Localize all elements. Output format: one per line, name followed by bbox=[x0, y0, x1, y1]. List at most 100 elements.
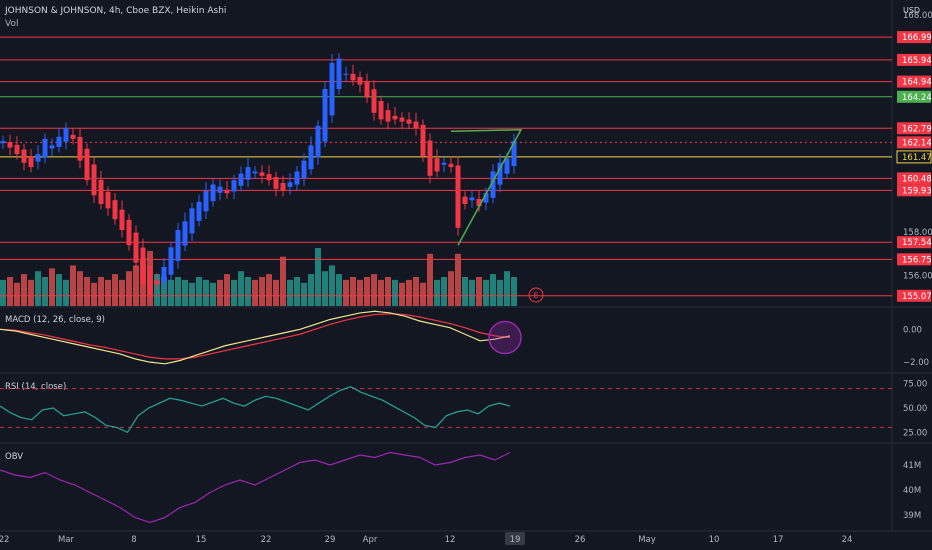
candle-body bbox=[336, 58, 342, 90]
volume-bar bbox=[119, 279, 125, 306]
price-level-tag bbox=[897, 253, 931, 266]
candle-body bbox=[455, 165, 461, 228]
obv-tick-label: 41M bbox=[903, 461, 921, 471]
candle-body bbox=[497, 162, 503, 185]
candle-body bbox=[490, 171, 496, 198]
price-level-tag bbox=[897, 122, 931, 135]
volume-bar bbox=[476, 277, 482, 306]
candle-body bbox=[378, 101, 384, 120]
date-tick-label: 8 bbox=[131, 535, 136, 545]
volume-bar bbox=[63, 279, 69, 306]
obv-tick-label: 39M bbox=[903, 511, 921, 521]
volume-bar bbox=[84, 277, 90, 306]
candle-body bbox=[315, 125, 321, 158]
date-tick-label: 22 bbox=[0, 535, 9, 545]
price-level-label: 162.14 bbox=[902, 138, 932, 148]
volume-bar bbox=[21, 274, 27, 306]
candle-body bbox=[259, 172, 265, 176]
price-level-tag bbox=[897, 289, 931, 302]
candle-body bbox=[77, 136, 83, 161]
candle-body bbox=[56, 136, 62, 147]
candle-body bbox=[0, 141, 6, 144]
volume-bar bbox=[399, 282, 405, 306]
volume-bar bbox=[196, 277, 202, 306]
rsi-tick-label: 25.00 bbox=[903, 428, 927, 438]
date-tick-label: 12 bbox=[445, 535, 456, 545]
currency-label: USD bbox=[903, 6, 921, 15]
volume-bar bbox=[420, 282, 426, 306]
volume-bar bbox=[0, 279, 6, 306]
date-tick-label: 17 bbox=[773, 535, 784, 545]
candle-body bbox=[343, 73, 349, 75]
candle-body bbox=[154, 280, 160, 285]
rsi-tick-label: 75.00 bbox=[903, 380, 927, 390]
volume-bar bbox=[210, 282, 216, 306]
price-tick-label: 158.00 bbox=[903, 228, 932, 238]
price-level-label: 160.48 bbox=[902, 174, 932, 184]
volume-bar bbox=[287, 279, 293, 306]
earnings-marker bbox=[528, 287, 544, 303]
volume-bar bbox=[266, 274, 272, 306]
candle-body bbox=[301, 160, 307, 179]
volume-label: Vol bbox=[5, 19, 19, 29]
volume-bar bbox=[245, 277, 251, 306]
obv-label: OBV bbox=[5, 452, 24, 462]
candle-body bbox=[203, 190, 209, 212]
volume-bar bbox=[294, 277, 300, 306]
volume-bar bbox=[406, 279, 412, 306]
date-tick-highlight bbox=[505, 532, 525, 545]
price-level-tag bbox=[897, 75, 931, 88]
price-level-tag bbox=[897, 31, 931, 44]
volume-bar bbox=[70, 265, 76, 306]
candle-body bbox=[287, 182, 293, 187]
candle-body bbox=[427, 140, 433, 176]
candle-body bbox=[98, 179, 104, 204]
volume-bar bbox=[434, 279, 440, 306]
rsi-line bbox=[0, 385, 511, 434]
date-tick-label: May bbox=[638, 535, 656, 545]
candle-body bbox=[7, 142, 13, 148]
date-tick-label: Apr bbox=[363, 535, 378, 545]
volume-bar bbox=[441, 277, 447, 306]
volume-bar bbox=[413, 277, 419, 306]
macd-line bbox=[0, 310, 511, 365]
candle-body bbox=[350, 73, 356, 81]
price-level-label: 159.93 bbox=[902, 186, 932, 196]
obv-line bbox=[0, 451, 511, 524]
price-level-tag bbox=[897, 90, 931, 103]
candle-body bbox=[175, 230, 181, 262]
date-tick-label: 10 bbox=[709, 535, 720, 545]
obv-tick-label: 40M bbox=[903, 486, 921, 496]
volume-bar bbox=[329, 265, 335, 306]
price-level-label: 157.54 bbox=[902, 238, 932, 248]
candle-body bbox=[119, 209, 125, 231]
date-tick-label: 19 bbox=[510, 535, 521, 545]
candle-body bbox=[189, 208, 195, 234]
volume-bar bbox=[126, 271, 132, 306]
candle-body bbox=[35, 154, 41, 162]
date-tick-label: 24 bbox=[842, 535, 853, 545]
candle-body bbox=[140, 247, 146, 285]
volume-bar bbox=[350, 277, 356, 306]
volume-bar bbox=[448, 271, 454, 306]
volume-bar bbox=[112, 274, 118, 306]
candle-body bbox=[364, 80, 370, 98]
volume-bar bbox=[385, 277, 391, 306]
price-level-tag bbox=[897, 136, 931, 149]
volume-bar bbox=[280, 256, 286, 306]
volume-bar bbox=[224, 274, 230, 306]
volume-bar bbox=[273, 279, 279, 306]
volume-bar bbox=[98, 277, 104, 306]
candle-body bbox=[14, 144, 20, 155]
candle-body bbox=[441, 162, 447, 165]
volume-bar bbox=[231, 279, 237, 306]
macd-label: MACD (12, 26, close, 9) bbox=[5, 315, 105, 325]
candle-body bbox=[245, 167, 251, 180]
date-tick-label: Mar bbox=[58, 535, 75, 545]
candle-body bbox=[476, 198, 482, 207]
price-level-tag bbox=[897, 236, 931, 249]
candle-body bbox=[196, 201, 202, 221]
candle-body bbox=[308, 145, 314, 170]
